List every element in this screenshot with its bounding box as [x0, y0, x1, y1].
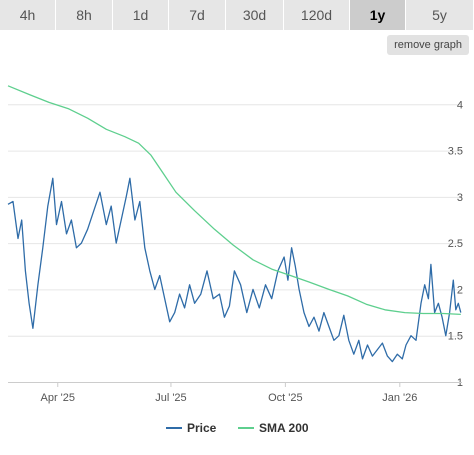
tab-1d[interactable]: 1d: [113, 0, 169, 30]
legend-sma-200-label: SMA 200: [259, 421, 309, 435]
y-tick-label: 3: [457, 192, 463, 204]
tab-120d[interactable]: 120d: [284, 0, 350, 30]
legend-price[interactable]: Price: [166, 421, 217, 435]
y-tick-label: 3.5: [448, 146, 463, 158]
tab-4h[interactable]: 4h: [0, 0, 56, 30]
x-tick-label: Jan '26: [382, 392, 417, 404]
sma-200-line: [7, 85, 461, 316]
tab-30d[interactable]: 30d: [226, 0, 284, 30]
x-tick-label: Jul '25: [155, 392, 186, 404]
remove-graph-button[interactable]: remove graph: [387, 35, 469, 55]
timeframe-tabs: 4h 8h 1d 7d 30d 120d 1y 5y: [0, 0, 474, 30]
tab-1y[interactable]: 1y: [350, 0, 406, 30]
y-tick-label: 1.5: [448, 331, 463, 343]
y-tick-label: 2: [457, 284, 463, 296]
tab-7d[interactable]: 7d: [169, 0, 226, 30]
x-tick-label: Oct '25: [268, 392, 303, 404]
y-tick-label: 4: [457, 99, 463, 111]
tab-8h[interactable]: 8h: [56, 0, 113, 30]
y-tick-label: 2.5: [448, 238, 463, 250]
price-line: [7, 177, 462, 363]
legend-price-label: Price: [187, 421, 217, 435]
x-tick-label: Apr '25: [40, 392, 75, 404]
legend-sma-200[interactable]: SMA 200: [238, 421, 309, 435]
tab-5y[interactable]: 5y: [406, 0, 474, 30]
